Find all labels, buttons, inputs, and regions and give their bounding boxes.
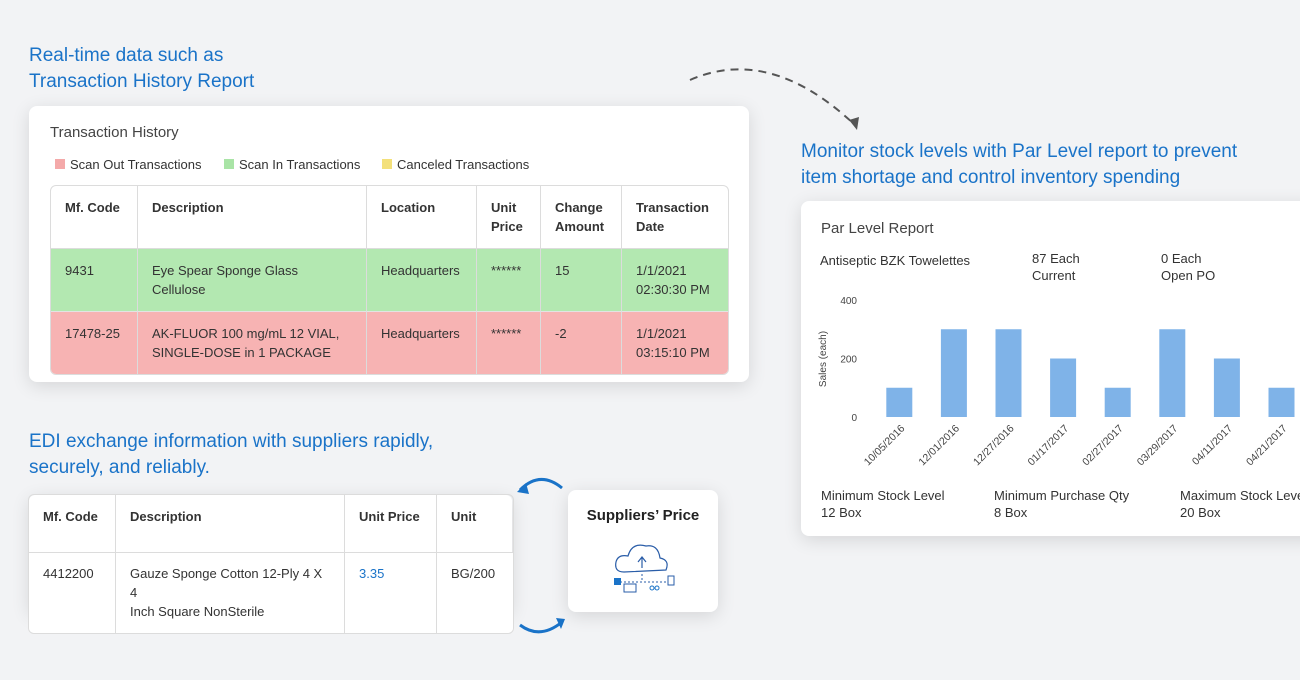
header-row: Mf. Code Description Unit Price Unit <box>29 495 513 553</box>
legend-label: Canceled Transactions <box>397 157 530 172</box>
x-tick-label: 12/27/2016 <box>971 423 1017 469</box>
card-title: Suppliers’ Price <box>586 507 700 524</box>
column-header: Mf. Code <box>51 186 138 249</box>
section-heading: item shortage and control inventory spen… <box>801 167 1181 188</box>
column-header: Transaction Date <box>622 186 728 249</box>
y-tick-label: 200 <box>840 355 857 366</box>
section-heading: Transaction History Report <box>29 71 255 92</box>
sync-arrow <box>519 620 563 634</box>
par-level-card: Par Level Report Antiseptic BZK Towelette… <box>801 201 1300 536</box>
column-header: Mf. Code <box>29 495 116 553</box>
y-tick-label: 400 <box>840 296 857 307</box>
bar <box>886 387 913 417</box>
x-tick-label: 02/27/2017 <box>1080 423 1126 469</box>
table-cell: ****** <box>477 312 541 374</box>
arrow-head <box>556 618 565 629</box>
section-heading: Real-time data such as <box>29 45 224 66</box>
card-title: Transaction History <box>50 124 179 141</box>
footer-label: Maximum Stock Level <box>1180 488 1300 503</box>
table-cell: 4412200 <box>29 553 116 633</box>
edi-card: Mf. Code Description Unit Price Unit 4412200… <box>28 494 514 634</box>
table-row: 4412200 Gauze Sponge Cotton 12-Ply 4 X 4 … <box>29 553 513 633</box>
bar <box>995 329 1022 417</box>
table-cell: Eye Spear Sponge Glass Cellulose <box>138 249 367 312</box>
data-table: Mf. Code Description Unit Price Unit 4412200… <box>28 494 514 634</box>
table-cell: AK-FLUOR 100 mg/mL 12 VIAL, SINGLE-DOSE … <box>138 312 367 374</box>
x-tick-label: 04/11/2017 <box>1190 423 1235 468</box>
arrow-head <box>849 117 859 130</box>
bar-chart: Sales (each) 0 200 400 10/05/2016 12/01/2016 1… <box>818 296 1295 469</box>
bar <box>940 329 967 417</box>
suppliers-card: Suppliers’ Price <box>568 490 718 612</box>
legend-label: Scan In Transactions <box>239 157 361 172</box>
legend-swatch <box>55 159 65 169</box>
card-title: Par Level Report <box>821 220 934 237</box>
y-tick-label: 0 <box>851 413 857 424</box>
table-cell: 3.35 <box>345 553 437 633</box>
x-tick-label: 01/17/2017 <box>1026 423 1072 469</box>
table-cell: 1/1/2021 02:30:30 PM <box>622 249 728 312</box>
column-header: Location <box>367 186 477 249</box>
footer-value: 12 Box <box>821 505 862 520</box>
item-name: Antiseptic BZK Towelettes <box>820 253 971 268</box>
y-axis-label: Sales (each) <box>818 331 829 387</box>
stat-label: Open PO <box>1161 268 1216 283</box>
column-header: Description <box>116 495 345 553</box>
transaction-card: Transaction History Scan Out Transactions… <box>29 106 749 382</box>
table-cell: 1/1/2021 03:15:10 PM <box>636 326 710 360</box>
column-header: Unit <box>437 495 513 553</box>
section-heading: securely, and reliably. <box>29 457 210 478</box>
bar <box>1213 358 1240 417</box>
bar <box>1050 358 1077 417</box>
bar <box>1268 387 1295 417</box>
table-cell: -2 <box>541 312 622 374</box>
column-header: Unit Price <box>345 495 437 553</box>
footer-value: 8 Box <box>994 505 1028 520</box>
footer-label: Minimum Stock Level <box>821 488 945 503</box>
x-tick-label: 03/29/2017 <box>1135 423 1181 469</box>
arrow-head <box>517 483 529 494</box>
table-cell: Headquarters <box>367 249 477 312</box>
table-cell: 9431 <box>51 249 138 312</box>
dashed-arrow <box>689 68 856 126</box>
footer-value: 20 Box <box>1180 505 1221 520</box>
bar <box>1104 387 1131 417</box>
legend-label: Scan Out Transactions <box>70 157 202 172</box>
table-cell: 15 <box>541 249 622 312</box>
stat-value: 0 Each <box>1161 251 1202 266</box>
column-header: Change Amount <box>541 186 622 249</box>
column-header: Unit Price <box>477 186 541 249</box>
table-cell: BG/200 <box>451 566 496 581</box>
section-heading: Monitor stock levels with Par Level repo… <box>801 141 1238 162</box>
table-row: 9431 Eye Spear Sponge Glass Cellulose Head… <box>51 249 728 312</box>
bar <box>1159 329 1186 417</box>
section-heading: EDI exchange information with suppliers … <box>29 431 434 452</box>
x-tick-label: 10/05/2016 <box>862 423 908 469</box>
footer-label: Minimum Purchase Qty <box>994 488 1130 503</box>
header-row: Mf. Code Description Location Unit Price Cha… <box>51 186 728 249</box>
table-cell: Headquarters <box>367 312 477 374</box>
table-cell: ****** <box>477 249 541 312</box>
table-row: 17478-25 AK-FLUOR 100 mg/mL 12 VIAL, SING… <box>51 312 728 374</box>
x-tick-label: 04/21/2017 <box>1244 423 1290 469</box>
stat-value: 87 Each <box>1032 251 1080 266</box>
stat-label: Current <box>1032 268 1076 283</box>
x-tick-label: 12/01/2016 <box>916 423 962 469</box>
table-cell: 17478-25 <box>51 312 138 374</box>
cloud-icon <box>614 544 675 593</box>
data-table: Mf. Code Description Location Unit Price Cha… <box>50 185 729 375</box>
legend-swatch <box>382 159 392 169</box>
legend-swatch <box>224 159 234 169</box>
column-header: Description <box>138 186 367 249</box>
table-cell: Gauze Sponge Cotton 12-Ply 4 X 4 Inch Sq… <box>116 553 345 633</box>
